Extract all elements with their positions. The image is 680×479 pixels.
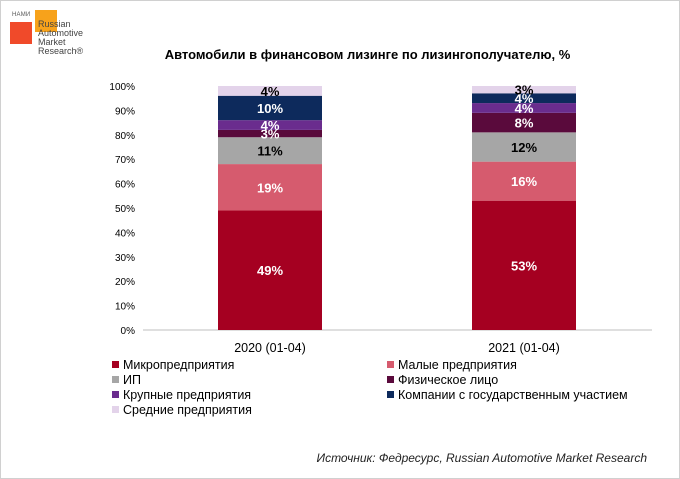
logo-brand-text: Russian Automotive Market Research® xyxy=(38,20,98,56)
y-tick-label: 0% xyxy=(121,326,136,337)
bar-segment xyxy=(472,112,576,133)
legend-swatch xyxy=(112,361,119,368)
legend-label: Компании с государственным участием xyxy=(398,388,628,402)
legend-item: Компании с государственным участием xyxy=(387,388,628,402)
legend-label: Физическое лицо xyxy=(398,373,499,387)
y-tick-label: 40% xyxy=(115,228,135,239)
logo-nami-text: НАМИ xyxy=(12,12,31,18)
bar-data-label: 49% xyxy=(257,263,283,278)
bar-data-label: 10% xyxy=(257,101,283,116)
x-category-label: 2020 (01-04) xyxy=(234,341,306,355)
legend-swatch xyxy=(112,376,119,383)
logo-brand-line: Russian xyxy=(38,19,71,29)
bar-segment xyxy=(472,161,576,201)
bar-data-label: 3% xyxy=(261,127,280,142)
source-note: Источник: Федресурс, Russian Automotive … xyxy=(316,451,647,465)
bar-data-label: 4% xyxy=(261,118,280,133)
legend-label: Средние предприятия xyxy=(123,403,252,417)
bar-segment xyxy=(218,120,322,130)
logo-red-square xyxy=(10,22,32,44)
bar-segment xyxy=(472,93,576,104)
logo-brand-line: Research® xyxy=(38,46,84,56)
logo-brand-line: Market xyxy=(38,37,66,47)
logo-orange-square xyxy=(35,10,57,32)
bar-segment xyxy=(218,137,322,165)
bar-data-label: 4% xyxy=(261,84,280,99)
y-tick-label: 80% xyxy=(115,131,135,142)
bar-segment xyxy=(472,103,576,113)
bar-data-label: 12% xyxy=(511,140,537,155)
legend-label: Крупные предприятия xyxy=(123,388,252,402)
bar-segment xyxy=(218,210,322,330)
logo-brand-line: Automotive xyxy=(38,28,84,38)
y-tick-label: 100% xyxy=(109,82,135,93)
bar-segment xyxy=(218,86,322,96)
bar-segment xyxy=(218,95,322,121)
chart-title: Автомобили в финансовом лизинге по лизин… xyxy=(164,47,571,62)
y-tick-label: 20% xyxy=(115,277,135,288)
y-tick-label: 70% xyxy=(115,155,135,166)
legend-item: Микропредприятия xyxy=(112,358,234,372)
y-tick-label: 90% xyxy=(115,106,135,117)
bar-data-label: 19% xyxy=(257,180,283,195)
legend-swatch xyxy=(112,406,119,413)
y-tick-label: 50% xyxy=(115,204,135,215)
bar-segment xyxy=(472,86,576,94)
bar-data-label: 8% xyxy=(515,116,534,131)
legend-label: Микропредприятия xyxy=(123,358,235,372)
legend-swatch xyxy=(387,376,394,383)
bar-data-label: 11% xyxy=(257,144,283,159)
y-tick-label: 60% xyxy=(115,180,135,191)
bar-data-label: 4% xyxy=(515,91,534,106)
legend-label: ИП xyxy=(123,373,141,387)
bar-data-label: 16% xyxy=(511,174,537,189)
legend-item: ИП xyxy=(112,373,141,387)
legend-item: Крупные предприятия xyxy=(112,388,251,402)
bar-data-label: 4% xyxy=(515,101,534,116)
bar-data-label: 3% xyxy=(515,83,534,98)
legend-swatch xyxy=(112,391,119,398)
y-tick-label: 30% xyxy=(115,253,135,264)
bar-segment xyxy=(218,164,322,211)
x-category-label: 2021 (01-04) xyxy=(488,341,560,355)
legend-label: Малые предприятия xyxy=(398,358,517,372)
legend-item: Средние предприятия xyxy=(112,403,252,417)
legend-swatch xyxy=(387,361,394,368)
logo: НАМИ Russian Automotive Market Research® xyxy=(8,8,98,68)
legend-swatch xyxy=(387,391,394,398)
y-tick-label: 10% xyxy=(115,302,135,313)
bar-segment xyxy=(218,129,322,138)
legend-item: Малые предприятия xyxy=(387,358,517,372)
bar-segment xyxy=(472,200,576,330)
bar-data-label: 53% xyxy=(511,258,537,273)
bar-segment xyxy=(472,132,576,162)
legend-item: Физическое лицо xyxy=(387,373,498,387)
